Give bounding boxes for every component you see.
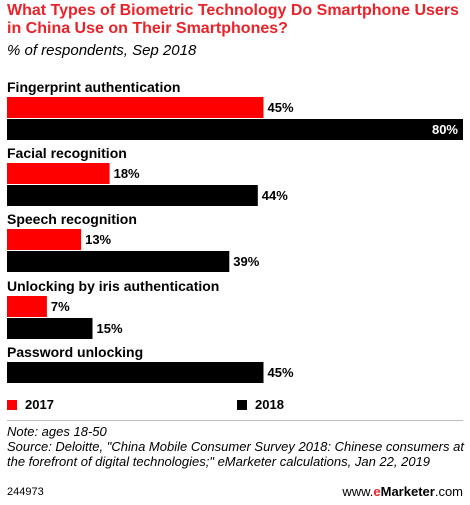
category-label: Unlocking by iris authentication	[7, 278, 219, 294]
bar-2017	[7, 97, 264, 118]
category-label: Password unlocking	[7, 344, 143, 360]
chart-title: What Types of Biometric Technology Do Sm…	[7, 2, 459, 37]
brand-accent: e	[373, 484, 381, 499]
legend-label-2018: 2018	[255, 397, 284, 412]
chart-id: 244973	[7, 486, 44, 498]
data-label-2017: 7%	[51, 299, 70, 314]
brand-tail: .com	[434, 484, 463, 499]
data-label-2018: 45%	[268, 365, 294, 380]
data-label-2018: 15%	[97, 321, 123, 336]
data-label-2017: 18%	[114, 166, 140, 181]
brand-name: Marketer	[380, 484, 435, 499]
category-label: Fingerprint authentication	[7, 79, 180, 95]
data-label-2017: 45%	[268, 100, 294, 115]
bar-chart: Fingerprint authentication 45% 80% Facial r…	[7, 79, 463, 383]
bar-2017	[7, 163, 110, 184]
bar-2017	[7, 296, 47, 317]
legend-swatch-2017	[7, 400, 17, 410]
data-label-2018: 44%	[262, 188, 288, 203]
footer-note: Note: ages 18-50	[7, 424, 107, 439]
bar-2018	[7, 185, 258, 206]
brand-link[interactable]: www.eMarketer.com	[342, 484, 463, 499]
bar-2017	[7, 229, 82, 250]
data-label-2018: 39%	[233, 254, 259, 269]
bar-2018	[7, 119, 463, 140]
legend-item-2018: 2018	[237, 397, 284, 412]
data-label-2018: 80%	[432, 122, 458, 137]
bar-2018	[7, 362, 264, 383]
footer-source: Source: Deloitte, "China Mobile Consumer…	[7, 439, 464, 469]
legend-label-2017: 2017	[25, 397, 54, 412]
category-label: Facial recognition	[7, 145, 127, 161]
chart-subtitle: % of respondents, Sep 2018	[7, 42, 197, 59]
legend-item-2017: 2017	[7, 397, 54, 412]
bar-2018	[7, 318, 93, 339]
category-label: Speech recognition	[7, 211, 137, 227]
footer-divider	[7, 420, 463, 421]
footer-notes: Note: ages 18-50 Source: Deloitte, "Chin…	[7, 424, 467, 469]
legend-swatch-2018	[237, 400, 247, 410]
brand-prefix: www.	[342, 484, 374, 499]
data-label-2017: 13%	[85, 232, 111, 247]
bar-2018	[7, 251, 230, 272]
